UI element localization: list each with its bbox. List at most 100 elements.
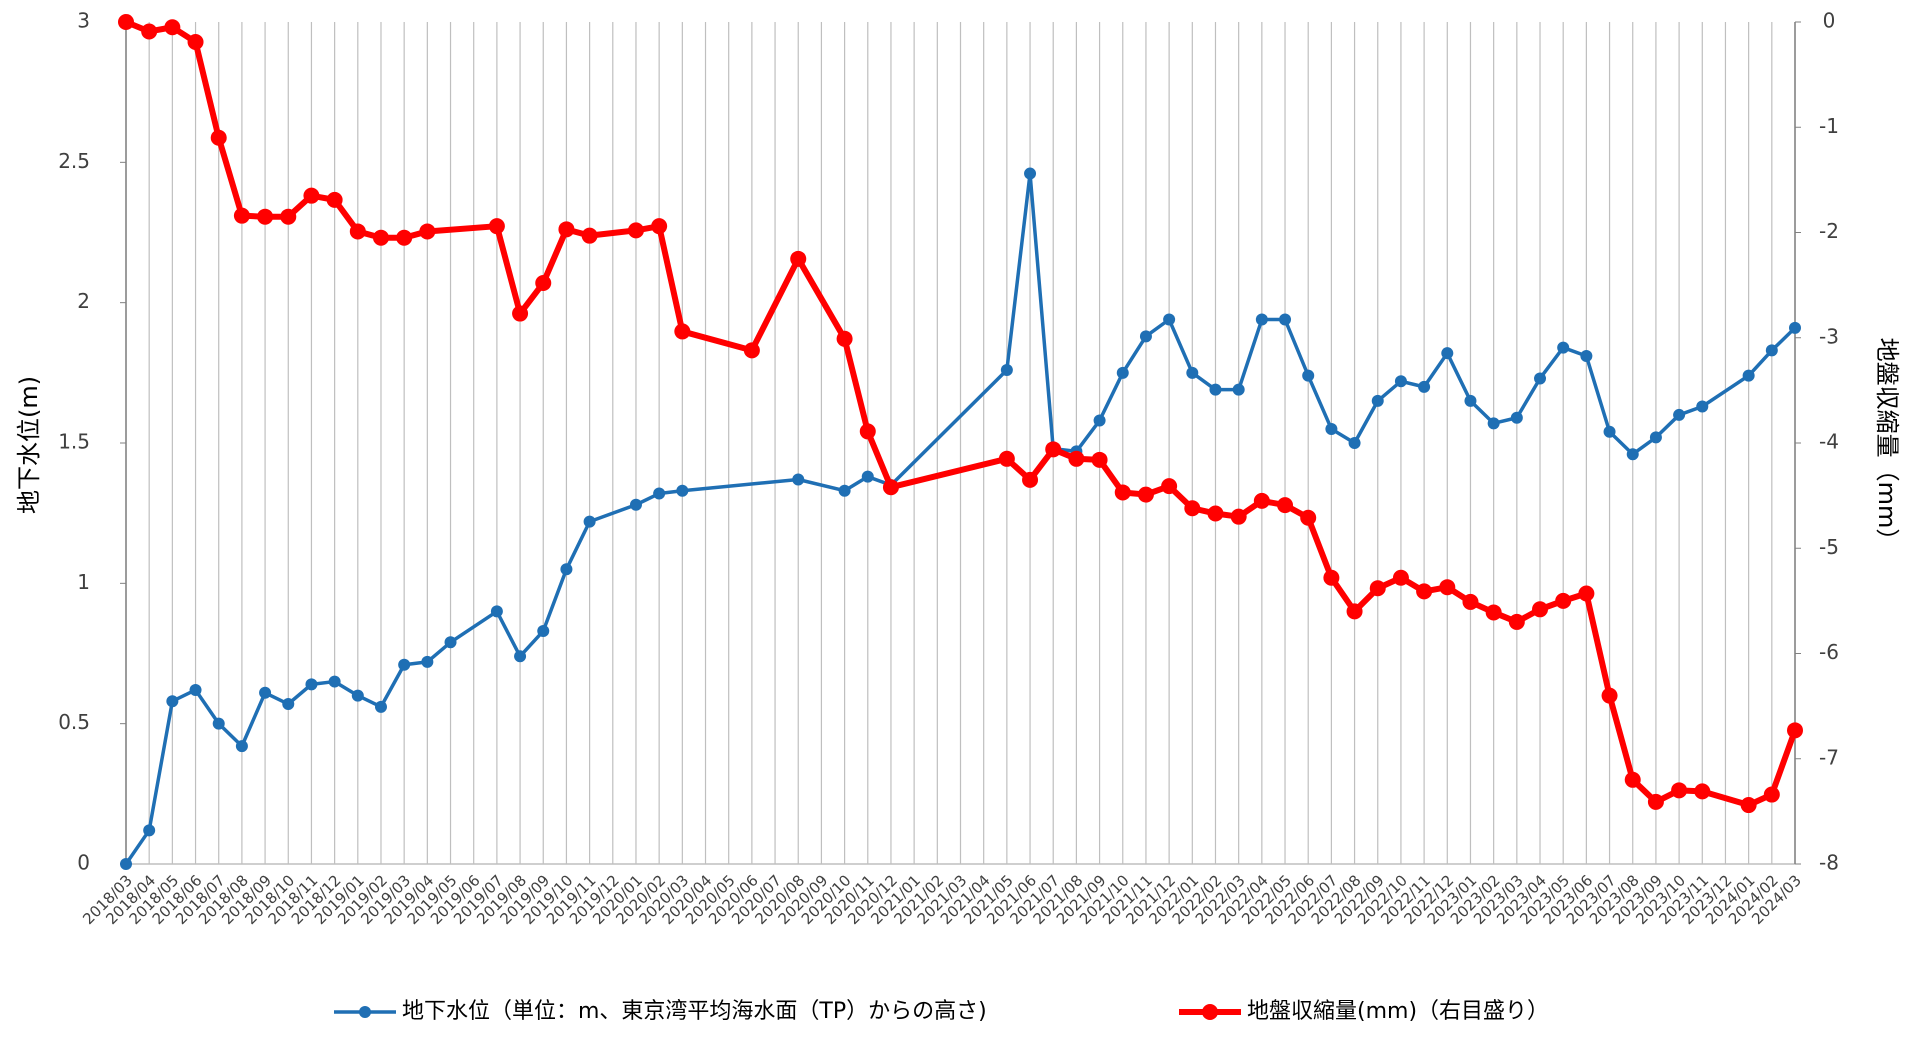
point xyxy=(120,858,132,870)
y-tick-label: 2.5 xyxy=(58,149,90,173)
y2-tick-label: -7 xyxy=(1819,745,1839,769)
point xyxy=(1763,786,1780,803)
point xyxy=(189,683,202,696)
y-tick-label: 3 xyxy=(77,9,90,33)
point xyxy=(1369,580,1386,597)
point xyxy=(1578,585,1595,602)
point xyxy=(1279,313,1292,326)
y-tick-label: 1 xyxy=(77,570,90,594)
y-tick-label: 2 xyxy=(77,289,90,313)
point xyxy=(1348,437,1361,449)
point xyxy=(882,479,899,496)
point xyxy=(1207,505,1224,522)
y2-tick-label: 0 xyxy=(1823,9,1836,33)
point xyxy=(514,650,527,663)
point xyxy=(187,33,204,50)
point xyxy=(1694,783,1711,800)
point xyxy=(1532,601,1549,618)
point xyxy=(558,221,575,238)
legend-label: 地盤収縮量(mm)（右目盛り） xyxy=(1247,999,1549,1024)
point xyxy=(1186,366,1199,379)
point xyxy=(419,223,436,240)
point xyxy=(1673,408,1686,421)
point xyxy=(1209,383,1222,396)
point xyxy=(1093,414,1106,427)
point xyxy=(627,222,644,239)
point xyxy=(1555,592,1572,609)
point xyxy=(141,23,158,40)
point xyxy=(1300,509,1317,526)
point xyxy=(1534,372,1547,385)
point xyxy=(490,605,503,618)
point xyxy=(257,208,274,225)
point xyxy=(1510,411,1523,424)
point xyxy=(235,740,248,753)
point xyxy=(118,14,134,30)
point xyxy=(328,675,341,688)
point xyxy=(1742,369,1755,382)
point xyxy=(1022,471,1039,488)
point xyxy=(1255,313,1268,326)
legend-label: 地下水位（単位：m、東京湾平均海水面（TP）からの高さ) xyxy=(402,999,987,1024)
point xyxy=(1487,417,1500,430)
point xyxy=(1647,793,1664,810)
point xyxy=(1485,604,1502,621)
point xyxy=(421,655,434,668)
point xyxy=(212,717,225,730)
point xyxy=(1601,687,1618,704)
point xyxy=(305,678,318,691)
point xyxy=(398,658,411,671)
point xyxy=(560,563,573,576)
y2-tick-label: -5 xyxy=(1819,535,1839,559)
point xyxy=(282,698,295,711)
point xyxy=(1671,782,1688,799)
point xyxy=(1232,383,1245,396)
y-tick-label: 1.5 xyxy=(58,430,90,454)
y2-tick-label: -8 xyxy=(1819,851,1839,875)
point xyxy=(1696,400,1709,413)
point xyxy=(164,19,181,36)
point xyxy=(488,218,505,235)
point xyxy=(537,625,550,638)
point xyxy=(674,323,691,340)
point xyxy=(1441,347,1454,360)
point xyxy=(1371,394,1384,407)
y2-tick-label: -2 xyxy=(1819,219,1839,243)
point xyxy=(1091,451,1108,468)
point xyxy=(1624,771,1641,788)
point xyxy=(1765,344,1778,357)
point xyxy=(792,473,805,486)
point xyxy=(1139,330,1152,343)
point xyxy=(1418,380,1431,393)
point xyxy=(676,484,689,497)
point xyxy=(581,227,598,244)
point xyxy=(512,305,529,322)
point xyxy=(836,330,853,347)
point xyxy=(1439,579,1456,596)
point xyxy=(998,450,1015,467)
point xyxy=(1557,341,1570,354)
point xyxy=(1346,603,1363,620)
point xyxy=(861,470,874,483)
point xyxy=(651,218,668,235)
point xyxy=(1116,366,1129,379)
point xyxy=(444,636,457,649)
y-tick-label: 0 xyxy=(77,851,90,875)
point xyxy=(1394,375,1407,388)
point xyxy=(1253,492,1270,509)
point xyxy=(303,187,320,204)
point xyxy=(1230,508,1247,525)
point xyxy=(1789,321,1801,334)
point xyxy=(1045,441,1062,458)
point xyxy=(1068,450,1085,467)
point xyxy=(1114,484,1131,501)
point xyxy=(790,250,807,267)
point xyxy=(1024,167,1037,180)
y-axis-label: 地下水位(m) xyxy=(15,376,43,514)
y2-tick-label: -1 xyxy=(1819,114,1839,138)
point xyxy=(1392,569,1409,586)
point xyxy=(1787,722,1803,739)
point xyxy=(233,207,250,224)
point xyxy=(143,824,156,837)
point xyxy=(210,129,227,146)
